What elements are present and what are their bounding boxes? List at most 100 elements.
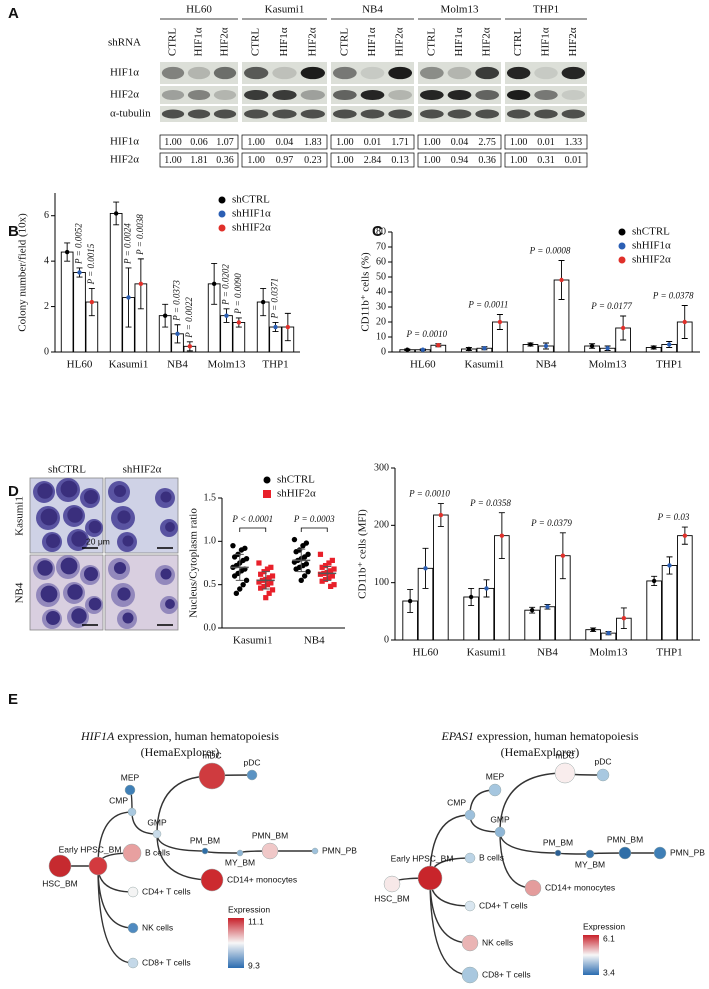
node-label: mDC xyxy=(555,750,574,760)
node-label: PMN_BM xyxy=(252,830,288,840)
data-point xyxy=(264,566,271,572)
p-value: P = 0.0373 xyxy=(172,280,182,322)
p-value: P = 0.0052 xyxy=(74,223,84,265)
blot-band xyxy=(534,66,558,80)
node-label: CD4+ T cells xyxy=(479,900,528,910)
nucleus xyxy=(165,522,175,532)
quant-box xyxy=(159,134,239,150)
blot-band xyxy=(272,109,297,119)
blot-strip xyxy=(331,62,414,84)
blot-band xyxy=(475,109,500,119)
mean-marker xyxy=(162,313,168,318)
tree-node xyxy=(383,875,401,893)
nucleus xyxy=(113,561,127,575)
y-tick-label: 60 xyxy=(376,256,386,267)
x-tick-label: Kasumi1 xyxy=(109,359,149,371)
legend-label: shCTRL xyxy=(277,474,315,486)
quant-value: 1.00 xyxy=(164,155,182,166)
lane-label: HIF1α xyxy=(453,27,465,56)
data-point xyxy=(322,563,329,569)
blot-band xyxy=(534,89,558,101)
y-tick-label: 4 xyxy=(44,255,49,266)
quant-value: 1.71 xyxy=(391,137,409,148)
mean-marker xyxy=(77,270,82,275)
bar xyxy=(677,535,693,641)
mean-marker xyxy=(590,627,596,632)
quant-value: 0.01 xyxy=(364,137,382,148)
p-value: P = 0.0024 xyxy=(123,223,133,265)
lane-label: CTRL xyxy=(167,28,179,56)
tree-node xyxy=(524,879,542,897)
lane-label: CTRL xyxy=(338,28,350,56)
mean-marker xyxy=(436,343,441,348)
lane-label: CTRL xyxy=(512,28,524,56)
y-tick-label: 1.0 xyxy=(204,536,217,547)
cell-line-label: NB4 xyxy=(362,4,383,16)
error-bar xyxy=(261,571,270,590)
mean-marker xyxy=(529,607,535,613)
nucleus xyxy=(88,597,102,611)
data-point xyxy=(269,573,276,579)
mean-marker xyxy=(651,345,656,350)
blot-band xyxy=(388,109,413,119)
blot-band xyxy=(388,66,413,80)
tree-node xyxy=(200,868,224,892)
mean-marker xyxy=(499,533,505,538)
error-bar xyxy=(235,553,244,581)
y-tick-label: 0 xyxy=(384,634,389,645)
x-tick-label: THP1 xyxy=(262,359,288,371)
color-scale xyxy=(228,918,244,968)
panel-label: D xyxy=(8,483,19,500)
x-tick-label: Molm13 xyxy=(208,359,246,371)
y-axis-label: Colony number/field (10x) xyxy=(17,213,29,332)
blot-band xyxy=(244,89,269,101)
quant-value: 1.00 xyxy=(510,137,528,148)
y-tick-label: 100 xyxy=(374,577,389,588)
tree-node xyxy=(417,865,443,891)
mean-marker xyxy=(543,343,549,349)
quant-box xyxy=(504,134,588,150)
blot-strip xyxy=(242,62,327,84)
node-label: Early HPSC_BM xyxy=(391,853,454,863)
y-axis-label: Nucleus/Cytoplasm ratio xyxy=(188,508,200,618)
blot-band xyxy=(213,89,237,101)
bar xyxy=(539,606,556,641)
blot-band xyxy=(360,66,385,80)
quant-value: 1.00 xyxy=(247,137,265,148)
mean-marker xyxy=(497,319,503,325)
tree-node xyxy=(494,826,506,838)
data-point xyxy=(301,573,308,579)
y-tick-label: 80 xyxy=(376,226,386,237)
blot-band xyxy=(332,89,357,101)
data-point xyxy=(317,551,324,557)
lane-label: HIF2α xyxy=(306,27,318,56)
tree-node xyxy=(464,900,476,912)
y-tick-label: 40 xyxy=(376,286,386,297)
blot-band xyxy=(332,109,357,119)
mean-marker xyxy=(211,281,217,287)
tree-node xyxy=(127,886,139,898)
x-tick-label: THP1 xyxy=(656,647,682,659)
data-point xyxy=(258,571,264,577)
panel-label: E xyxy=(8,691,18,708)
legend-label: shCTRL xyxy=(232,194,270,206)
nucleus xyxy=(40,508,58,526)
tree-edge xyxy=(97,811,133,867)
quant-row-label: HIF2α xyxy=(110,154,139,166)
legend-marker xyxy=(618,228,626,236)
blot-band xyxy=(561,89,586,101)
mean-marker xyxy=(468,594,474,600)
tree-edge xyxy=(97,865,134,964)
nucleus xyxy=(71,531,87,547)
node-label: MY_BM xyxy=(225,857,255,867)
lane-label: HIF2α xyxy=(481,27,493,56)
blot-band xyxy=(561,66,586,80)
blot-band xyxy=(419,66,444,80)
protein-label: α-tubulin xyxy=(110,108,151,120)
mean-marker xyxy=(682,319,687,325)
mean-marker xyxy=(545,604,550,609)
p-value: P < 0.0001 xyxy=(231,514,273,524)
p-value: P = 0.0022 xyxy=(184,297,194,339)
node-label: CD14+ monocytes xyxy=(545,882,615,892)
